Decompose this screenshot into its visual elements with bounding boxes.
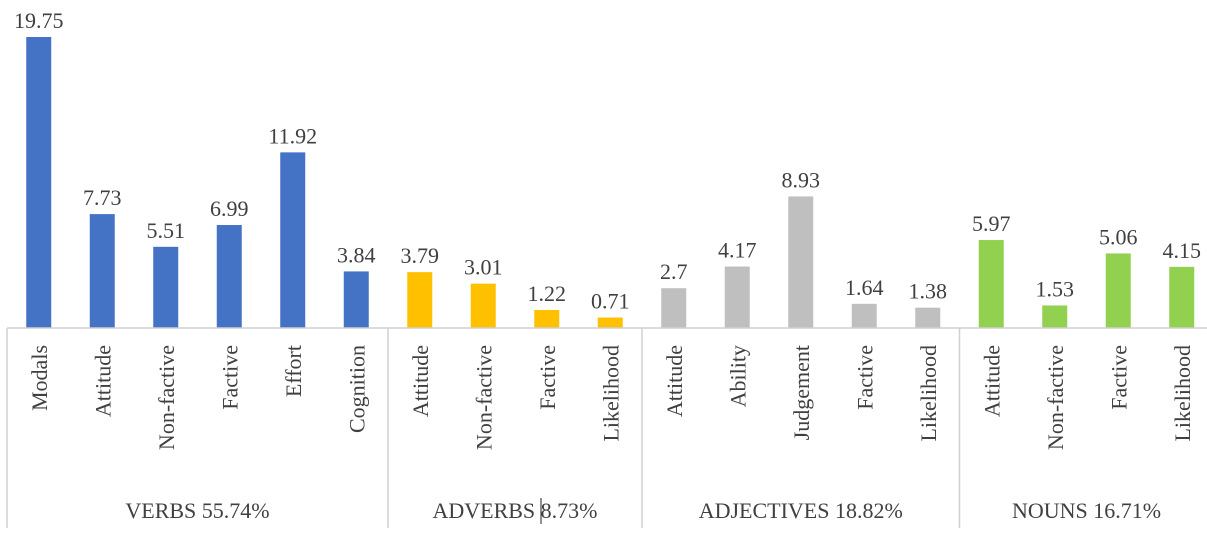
category-tick-label: Effort [281,345,306,397]
category-tick-label: Factive [217,345,242,410]
bar-adverbs-non-factive [470,283,496,328]
category-tick-label: Non-factive [471,345,496,450]
category-tick-label: Cognition [344,345,369,433]
bar-nouns-non-factive [1042,305,1068,328]
bar-adverbs-attitude [407,272,433,328]
group-label-adjectives: ADJECTIVES 18.82% [699,498,903,523]
data-label: 4.15 [1163,238,1202,263]
category-tick-label: Judgement [789,345,814,440]
data-label: 1.64 [845,275,884,300]
data-label: 1.22 [528,281,567,306]
category-tick-label: Attitude [408,345,433,417]
data-label: 2.7 [660,259,688,284]
bar-verbs-attitude [89,214,115,328]
bar-verbs-factive [216,225,242,328]
bar-adverbs-likelihood [597,317,623,328]
category-tick-label: Attitude [979,345,1004,417]
category-tick-label: Modals [27,345,52,411]
data-label: 1.38 [909,279,948,304]
labels-layer: 19.75 Modals 7.73 Attitude 5.51 Non-factive 6.… [14,8,1201,523]
bar-verbs-effort [280,152,306,328]
bar-nouns-attitude [978,240,1004,328]
data-label: 3.01 [464,255,503,280]
bar-adjectives-judgement [788,196,814,328]
group-label-adverbs: ADVERBS 8.73% [432,498,597,523]
category-tick-label: Likelihood [916,345,941,442]
bar-adjectives-factive [851,303,877,328]
bar-nouns-likelihood [1169,266,1195,328]
data-label: 8.93 [782,167,821,192]
bar-adjectives-attitude [661,288,687,328]
category-tick-label: Attitude [662,345,687,417]
data-label: 3.79 [401,243,440,268]
bar-verbs-non-factive [153,246,179,328]
bar-adjectives-ability [724,266,750,328]
group-label-verbs: VERBS 55.74% [125,498,269,523]
bar-nouns-factive [1105,253,1131,328]
group-label-nouns: NOUNS 16.71% [1012,498,1161,523]
bar-verbs-modals [26,37,52,328]
data-label: 11.92 [268,123,317,148]
axis-layer [6,327,1207,528]
category-tick-label: Factive [535,345,560,410]
data-label: 19.75 [14,8,64,33]
category-tick-label: Likelihood [1170,345,1195,442]
category-tick-label: Non-factive [154,345,179,450]
data-label: 3.84 [337,242,376,267]
data-label: 5.06 [1099,224,1138,249]
bar-adjectives-likelihood [915,307,941,328]
bars-layer [26,37,1195,328]
data-label: 4.17 [718,238,757,263]
bar-adverbs-factive [534,310,560,328]
bar-verbs-cognition [343,271,369,328]
data-label: 5.51 [147,218,186,243]
category-tick-label: Attitude [90,345,115,417]
category-tick-label: Factive [852,345,877,410]
data-label: 5.97 [972,211,1011,236]
category-tick-label: Non-factive [1043,345,1068,450]
category-tick-label: Factive [1106,345,1131,410]
category-tick-label: Ability [725,345,750,407]
data-label: 0.71 [591,289,630,314]
data-label: 1.53 [1036,276,1075,301]
category-tick-label: Likelihood [598,345,623,442]
data-label: 7.73 [83,185,122,210]
data-label: 6.99 [210,196,249,221]
